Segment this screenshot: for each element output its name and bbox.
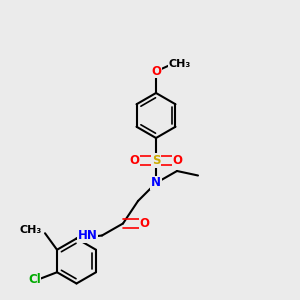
Text: HN: HN	[78, 229, 98, 242]
Text: N: N	[151, 176, 161, 190]
Text: CH₃: CH₃	[20, 225, 42, 235]
Text: CH₃: CH₃	[169, 59, 191, 69]
Text: O: O	[151, 65, 161, 78]
Text: S: S	[152, 154, 160, 167]
Text: Cl: Cl	[28, 273, 41, 286]
Text: O: O	[172, 154, 183, 167]
Text: O: O	[140, 217, 150, 230]
Text: O: O	[129, 154, 140, 167]
